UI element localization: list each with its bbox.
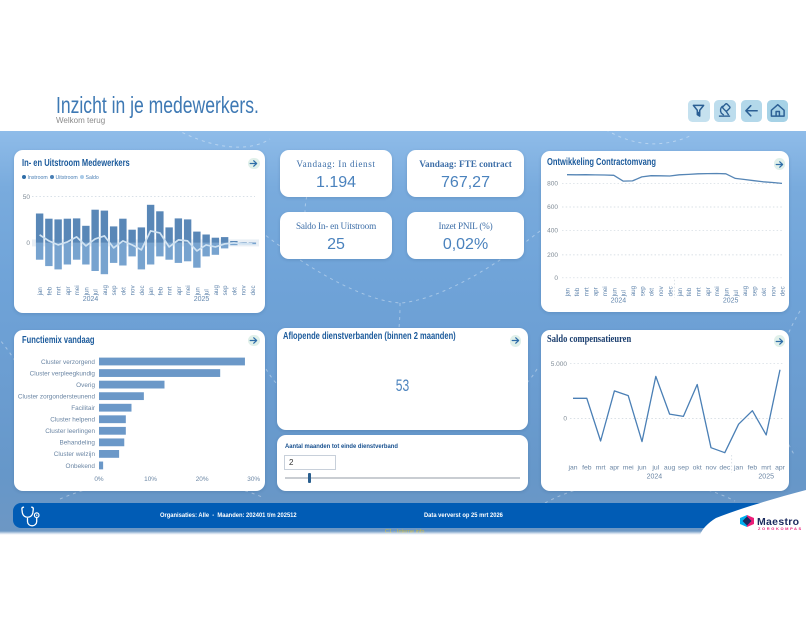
svg-text:apr: apr bbox=[609, 465, 620, 472]
svg-text:Overig: Overig bbox=[76, 382, 95, 389]
svg-text:dec: dec bbox=[667, 286, 674, 296]
svg-text:30%: 30% bbox=[247, 476, 260, 483]
svg-text:mei: mei bbox=[602, 286, 609, 296]
svg-text:mei: mei bbox=[714, 286, 721, 296]
svg-text:jun: jun bbox=[83, 287, 90, 297]
svg-text:okt: okt bbox=[120, 287, 127, 296]
svg-text:2024: 2024 bbox=[83, 296, 99, 303]
svg-text:Cluster leerlingen: Cluster leerlingen bbox=[45, 428, 95, 435]
svg-text:mrt: mrt bbox=[596, 465, 606, 472]
svg-text:apr: apr bbox=[705, 287, 712, 296]
svg-text:apr: apr bbox=[176, 286, 183, 295]
svg-text:2024: 2024 bbox=[611, 298, 627, 305]
svg-text:0: 0 bbox=[563, 416, 567, 423]
svg-text:okt: okt bbox=[231, 287, 238, 296]
svg-text:jun: jun bbox=[724, 287, 731, 297]
svg-text:aug: aug bbox=[213, 285, 220, 296]
svg-text:nov: nov bbox=[706, 465, 718, 472]
svg-text:jul: jul bbox=[204, 289, 211, 296]
svg-text:600: 600 bbox=[547, 204, 558, 211]
svg-text:Uitstroom: Uitstroom bbox=[56, 175, 78, 181]
svg-text:jul: jul bbox=[651, 465, 659, 472]
svg-text:Facilitair: Facilitair bbox=[71, 405, 96, 412]
svg-text:mrt: mrt bbox=[696, 287, 703, 296]
svg-text:feb: feb bbox=[748, 465, 758, 472]
svg-text:sep: sep bbox=[222, 285, 229, 296]
svg-text:Cluster welzijn: Cluster welzijn bbox=[54, 451, 96, 458]
svg-text:dec: dec bbox=[250, 285, 257, 295]
svg-text:okt: okt bbox=[693, 465, 702, 472]
svg-text:apr: apr bbox=[65, 286, 72, 295]
svg-text:aug: aug bbox=[664, 465, 676, 472]
svg-text:0: 0 bbox=[26, 240, 30, 247]
svg-text:Instroom: Instroom bbox=[28, 175, 48, 181]
svg-text:feb: feb bbox=[46, 286, 53, 295]
svg-text:800: 800 bbox=[547, 181, 558, 188]
svg-text:jan: jan bbox=[677, 287, 684, 297]
svg-text:0: 0 bbox=[554, 275, 558, 282]
svg-text:jul: jul bbox=[93, 289, 100, 296]
svg-text:nov: nov bbox=[658, 285, 665, 296]
svg-text:jun: jun bbox=[636, 465, 646, 472]
svg-text:Cluster verzorgend: Cluster verzorgend bbox=[41, 359, 95, 366]
svg-text:Saldo: Saldo bbox=[86, 175, 99, 181]
svg-text:dec: dec bbox=[139, 285, 146, 295]
svg-text:jan: jan bbox=[567, 465, 577, 472]
svg-text:nov: nov bbox=[770, 285, 777, 296]
svg-text:mei: mei bbox=[623, 465, 634, 472]
svg-text:jan: jan bbox=[565, 287, 572, 297]
svg-text:0%: 0% bbox=[94, 476, 104, 483]
svg-text:mrt: mrt bbox=[583, 287, 590, 296]
svg-text:10%: 10% bbox=[144, 476, 157, 483]
svg-text:Cluster verpleegkundig: Cluster verpleegkundig bbox=[30, 370, 96, 377]
svg-text:okt: okt bbox=[649, 288, 656, 297]
svg-text:mei: mei bbox=[74, 285, 81, 295]
svg-text:jul: jul bbox=[733, 290, 740, 297]
svg-text:jun: jun bbox=[194, 287, 201, 297]
svg-text:mrt: mrt bbox=[56, 286, 63, 295]
svg-text:mrt: mrt bbox=[167, 286, 174, 295]
svg-text:feb: feb bbox=[686, 287, 693, 296]
svg-text:20%: 20% bbox=[196, 476, 209, 483]
svg-text:aug: aug bbox=[742, 285, 749, 296]
svg-text:400: 400 bbox=[547, 228, 558, 235]
svg-text:Behandeling: Behandeling bbox=[59, 440, 95, 447]
svg-text:sep: sep bbox=[752, 286, 759, 297]
svg-text:sep: sep bbox=[678, 465, 689, 472]
svg-text:Cluster zorgondersteunend: Cluster zorgondersteunend bbox=[18, 393, 96, 400]
svg-text:mrt: mrt bbox=[761, 465, 771, 472]
svg-text:mei: mei bbox=[185, 285, 192, 295]
svg-text:jan: jan bbox=[148, 287, 155, 297]
svg-text:feb: feb bbox=[574, 287, 581, 296]
svg-text:feb: feb bbox=[157, 286, 164, 295]
svg-text:2025: 2025 bbox=[758, 474, 774, 481]
svg-text:apr: apr bbox=[775, 465, 786, 472]
svg-text:2025: 2025 bbox=[194, 296, 210, 303]
svg-text:nov: nov bbox=[130, 285, 137, 296]
svg-text:2025: 2025 bbox=[723, 298, 739, 305]
svg-text:jun: jun bbox=[611, 287, 618, 297]
svg-text:feb: feb bbox=[582, 465, 592, 472]
svg-text:dec: dec bbox=[719, 465, 731, 472]
svg-text:apr: apr bbox=[593, 287, 600, 296]
svg-text:50: 50 bbox=[23, 194, 31, 201]
svg-text:aug: aug bbox=[630, 285, 637, 296]
svg-text:jul: jul bbox=[621, 290, 628, 297]
svg-text:Onbekend: Onbekend bbox=[66, 463, 96, 470]
svg-text:jan: jan bbox=[37, 287, 44, 297]
svg-text:5.000: 5.000 bbox=[551, 361, 568, 368]
svg-text:jan: jan bbox=[733, 465, 743, 472]
svg-text:nov: nov bbox=[241, 285, 248, 296]
svg-text:200: 200 bbox=[547, 252, 558, 259]
svg-text:Cluster helpend: Cluster helpend bbox=[50, 417, 95, 424]
svg-text:okt: okt bbox=[761, 288, 768, 297]
svg-text:dec: dec bbox=[780, 286, 787, 296]
svg-text:aug: aug bbox=[102, 285, 109, 296]
svg-text:sep: sep bbox=[111, 285, 118, 296]
svg-text:2024: 2024 bbox=[647, 474, 663, 481]
svg-text:sep: sep bbox=[639, 286, 646, 297]
